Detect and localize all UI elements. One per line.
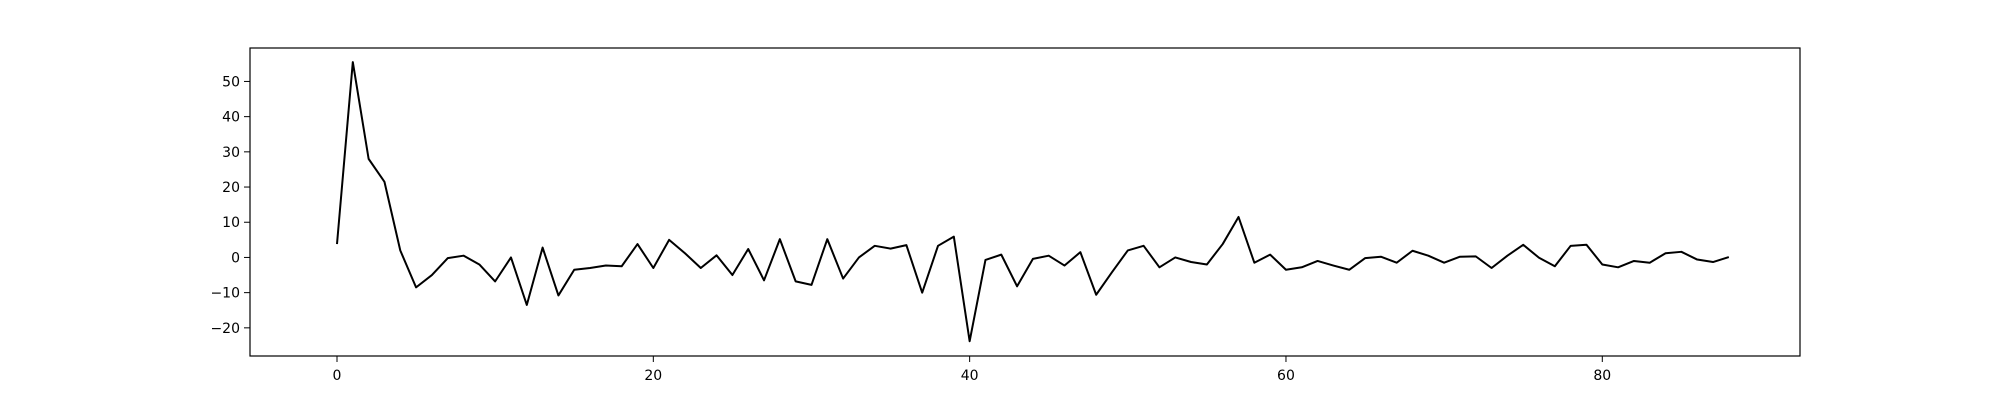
y-tick-label: 50 xyxy=(222,74,240,90)
y-tick-label: −20 xyxy=(210,321,240,337)
x-tick-label: 0 xyxy=(333,368,342,384)
y-tick-label: 20 xyxy=(222,180,240,196)
x-axis-ticks: 0 20 40 60 80 xyxy=(333,356,1611,384)
y-tick-label: 0 xyxy=(231,250,240,266)
y-tick-label: 40 xyxy=(222,110,240,126)
x-tick-label: 60 xyxy=(1277,368,1295,384)
series-line xyxy=(335,61,1730,343)
y-tick-label: 10 xyxy=(222,215,240,231)
y-axis-ticks: −20 −10 0 10 20 30 40 50 xyxy=(210,74,250,337)
x-tick-label: 80 xyxy=(1593,368,1611,384)
y-tick-label: −10 xyxy=(210,286,240,302)
y-tick-label: 30 xyxy=(222,145,240,161)
plot-frame xyxy=(249,47,1801,357)
x-tick-label: 40 xyxy=(961,368,979,384)
x-tick-label: 20 xyxy=(644,368,662,384)
